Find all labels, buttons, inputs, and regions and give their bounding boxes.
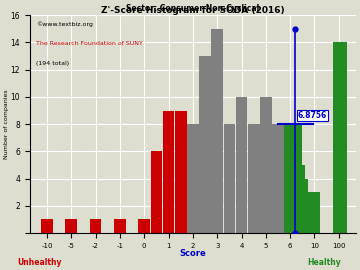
Bar — [224, 124, 235, 233]
Bar — [336, 42, 347, 233]
Bar — [297, 178, 308, 233]
Bar — [187, 124, 199, 233]
Bar — [272, 124, 284, 233]
Bar — [284, 124, 296, 233]
Bar — [138, 220, 150, 233]
Bar — [248, 124, 260, 233]
Text: Sector: Consumer Non-Cyclical: Sector: Consumer Non-Cyclical — [126, 4, 260, 13]
Bar — [287, 192, 299, 233]
X-axis label: Score: Score — [180, 249, 206, 258]
Bar — [199, 56, 211, 233]
Bar — [309, 192, 320, 233]
Bar — [334, 42, 346, 233]
Bar — [175, 110, 186, 233]
Bar — [211, 29, 223, 233]
Bar — [260, 97, 272, 233]
Text: Healthy: Healthy — [307, 258, 341, 267]
Bar — [293, 165, 305, 233]
Bar — [236, 97, 247, 233]
Bar — [291, 124, 302, 233]
Text: 6.8756: 6.8756 — [298, 111, 327, 120]
Text: ©www.textbiz.org: ©www.textbiz.org — [36, 22, 93, 28]
Bar — [150, 151, 162, 233]
Text: Unhealthy: Unhealthy — [17, 258, 62, 267]
Bar — [300, 192, 311, 233]
Bar — [302, 192, 314, 233]
Bar — [333, 42, 345, 233]
Y-axis label: Number of companies: Number of companies — [4, 89, 9, 159]
Bar — [90, 220, 102, 233]
Bar — [163, 110, 174, 233]
Bar — [66, 220, 77, 233]
Bar — [309, 192, 320, 233]
Text: The Research Foundation of SUNY: The Research Foundation of SUNY — [36, 41, 143, 46]
Bar — [41, 220, 53, 233]
Title: Z'-Score Histogram for SODA (2016): Z'-Score Histogram for SODA (2016) — [101, 6, 285, 15]
Text: (194 total): (194 total) — [36, 61, 69, 66]
Bar — [114, 220, 126, 233]
